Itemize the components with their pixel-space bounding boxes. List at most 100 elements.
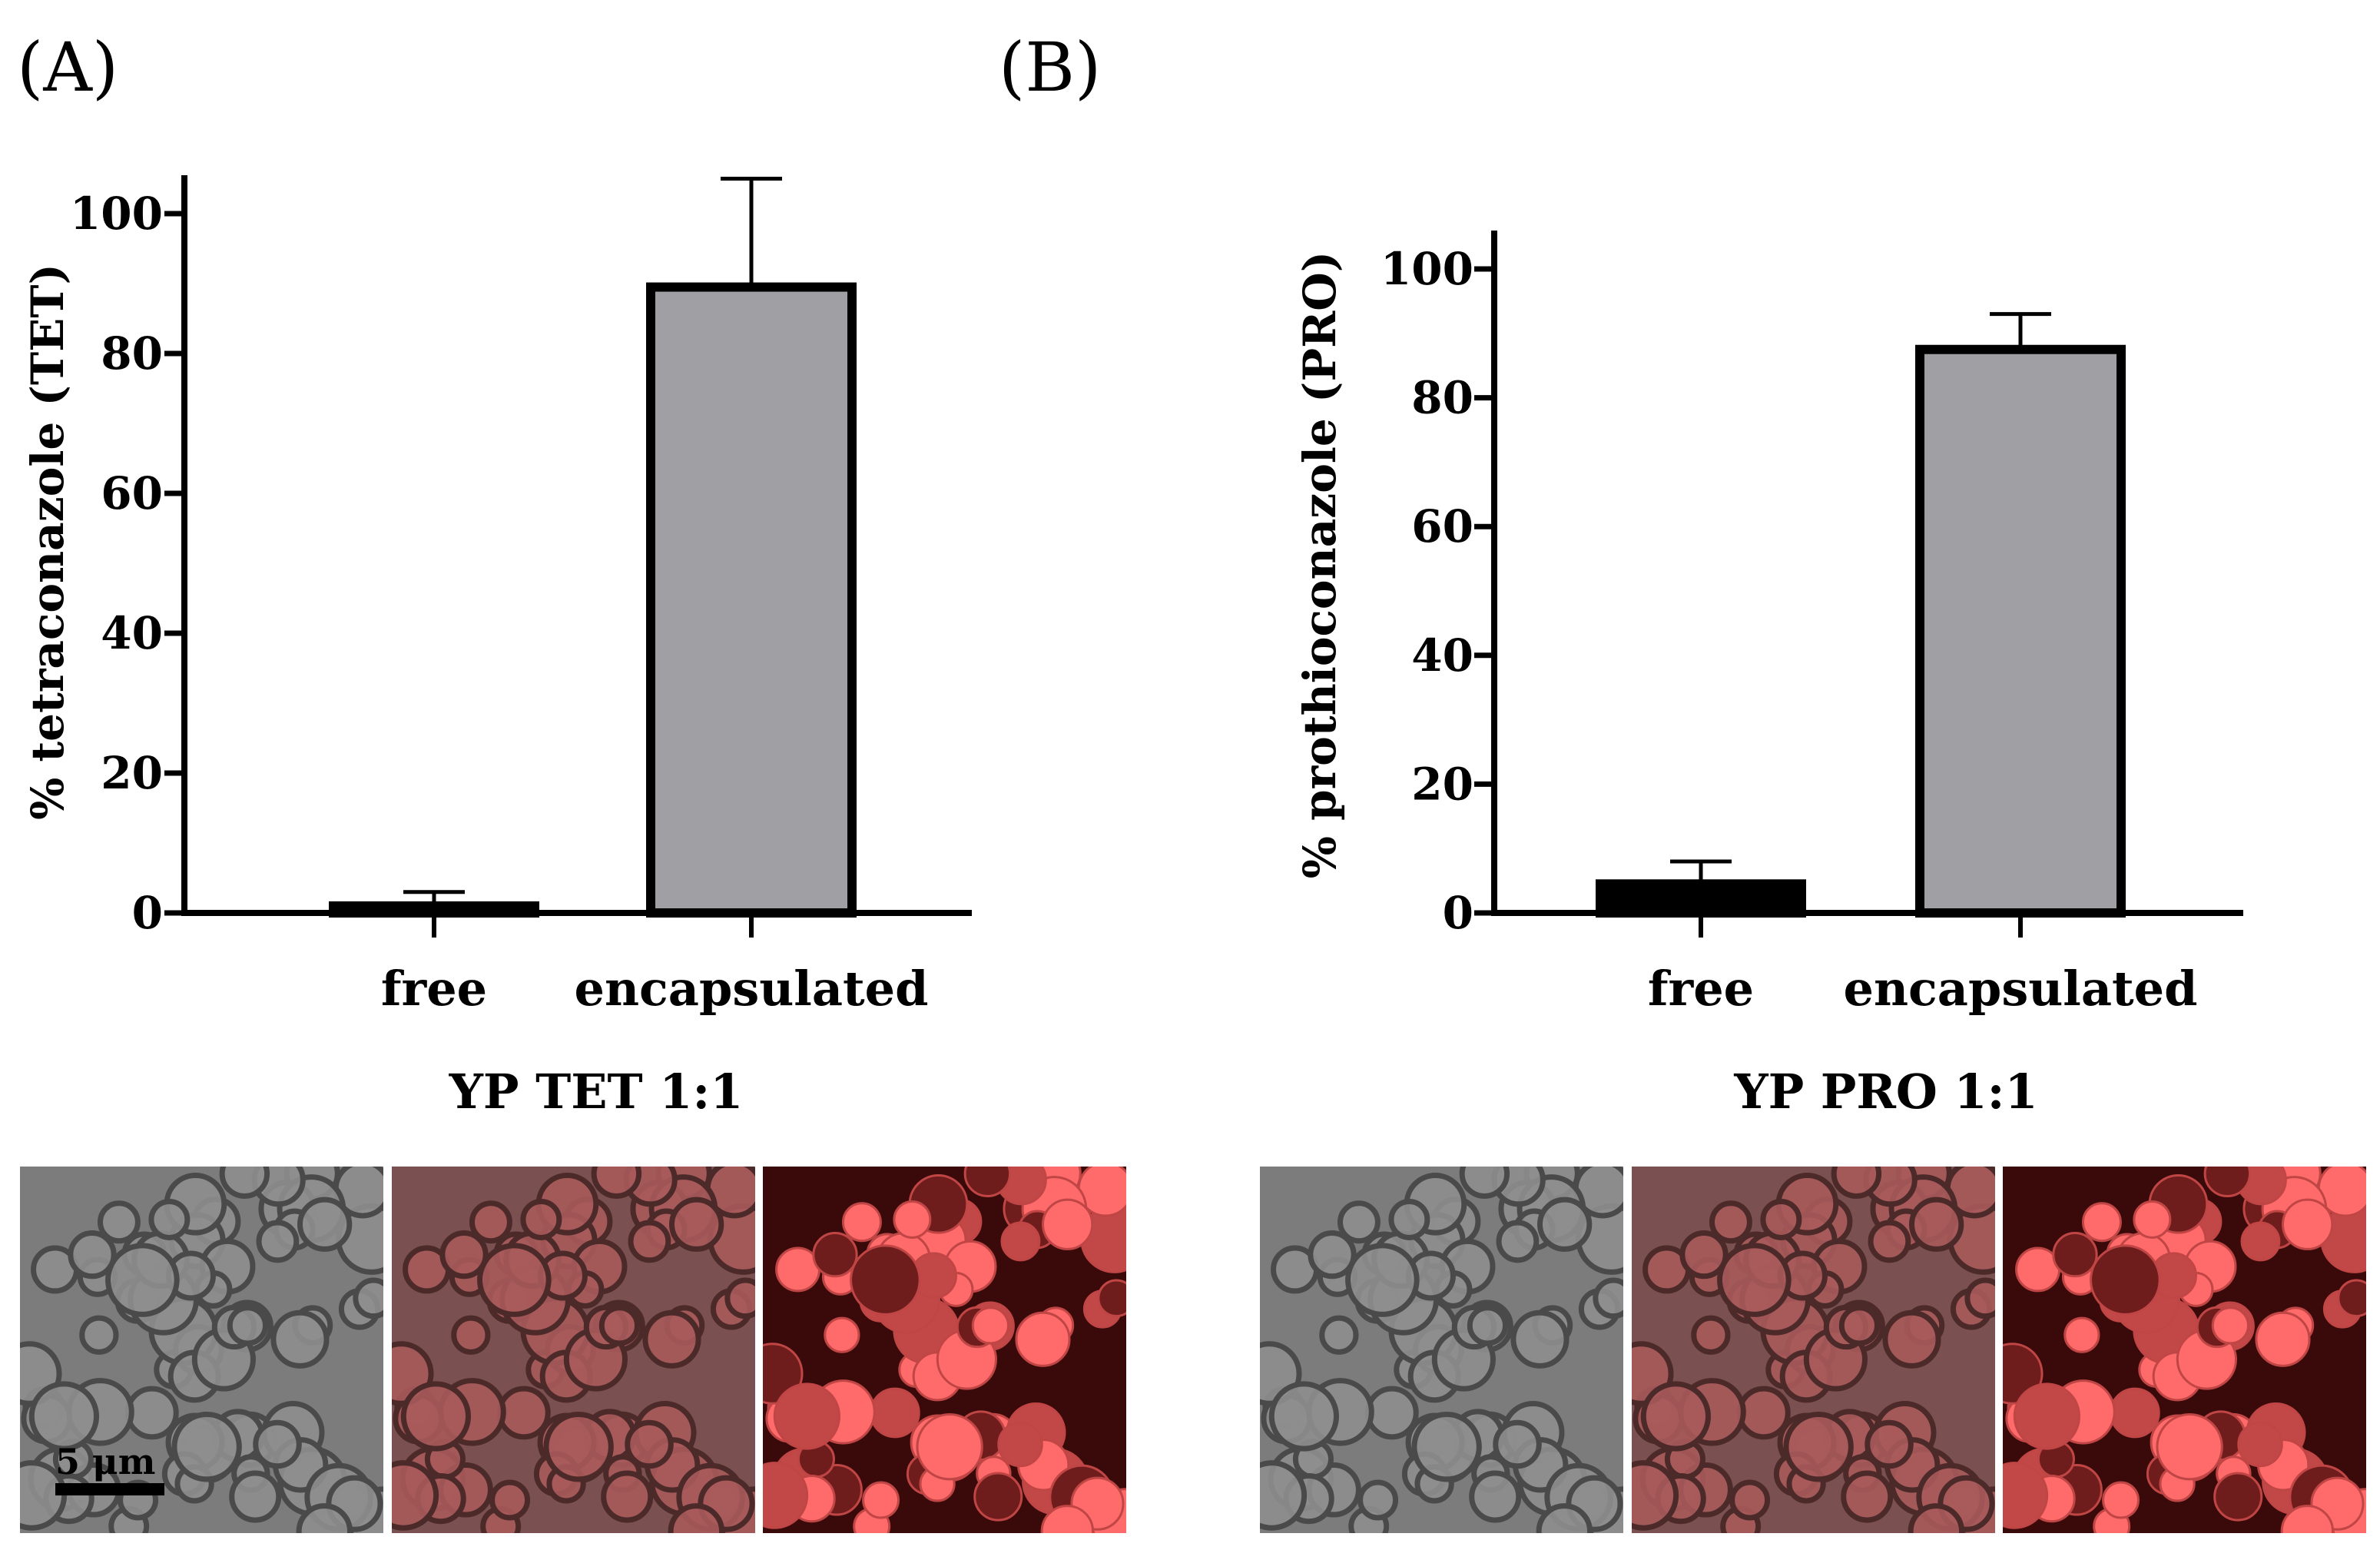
scale-bar: 5 μm <box>55 1441 164 1495</box>
cell <box>1908 1503 1965 1533</box>
cell <box>28 1381 99 1452</box>
chart-a-error-bars <box>403 177 782 906</box>
cell <box>1865 1419 1914 1469</box>
cell <box>963 1167 1012 1197</box>
cell <box>668 1197 724 1252</box>
micrograph-merged <box>392 1167 755 1533</box>
cell <box>724 1277 755 1319</box>
cell <box>971 1306 1010 1345</box>
cell <box>1831 1167 1882 1199</box>
y-tick-label: 60 <box>101 467 163 519</box>
cell <box>2337 1279 2366 1318</box>
cell <box>171 1412 242 1482</box>
cell <box>79 1315 119 1355</box>
y-tick-label: 100 <box>1381 243 1473 295</box>
cell <box>2133 1200 2172 1239</box>
cell <box>2203 1167 2252 1197</box>
cell <box>1964 1277 1995 1319</box>
cell <box>1760 1198 1802 1240</box>
panel-a-sample-label: YP TET 1:1 <box>449 1064 744 1120</box>
cell <box>1640 1381 1711 1452</box>
y-tick-label: 20 <box>1411 758 1473 810</box>
cell <box>1308 1230 1357 1279</box>
cell <box>773 1382 840 1450</box>
cell <box>893 1200 932 1239</box>
cell <box>1729 1479 1771 1521</box>
chart-a: % tetraconazole (TET) 0 20 40 60 80 100 free e… <box>22 175 972 1017</box>
y-tick-label: 20 <box>101 747 163 799</box>
cell <box>2211 1306 2250 1345</box>
cell <box>2156 1413 2223 1481</box>
cell <box>543 1412 614 1482</box>
x-tick-label-free: free <box>381 961 487 1017</box>
cell <box>1493 1419 1542 1469</box>
y-tick-label: 40 <box>101 607 163 659</box>
x-tick-label-encapsulated: encapsulated <box>575 961 929 1017</box>
micrograph-merged <box>1632 1167 1995 1533</box>
cell <box>148 1198 191 1240</box>
cell <box>353 1277 383 1319</box>
y-tick-label: 80 <box>1411 372 1473 424</box>
x-tick-label-encapsulated: encapsulated <box>1844 961 2198 1017</box>
cell <box>1632 1460 1679 1531</box>
cell <box>439 1230 489 1279</box>
cell <box>997 1421 1043 1468</box>
cell <box>97 1200 141 1244</box>
cell <box>1783 1412 1854 1482</box>
cell <box>1882 1309 1941 1369</box>
bar-encapsulated <box>646 282 857 918</box>
cell <box>841 1202 882 1243</box>
cell <box>469 1200 512 1244</box>
y-tick-label: 80 <box>101 327 163 380</box>
cell <box>2240 1221 2281 1262</box>
cell <box>869 1387 920 1439</box>
cell <box>862 1481 900 1519</box>
cell <box>850 1244 921 1316</box>
cell <box>2081 1202 2122 1243</box>
scale-bar-label: 5 μm <box>55 1441 155 1482</box>
cell <box>1459 1167 1510 1199</box>
cell <box>2003 1462 2049 1529</box>
x-tick-label-free: free <box>1648 961 1754 1017</box>
cell <box>520 1198 562 1240</box>
cell <box>1000 1221 1041 1262</box>
micrograph-fluorescence <box>2003 1167 2366 1533</box>
cell <box>1364 1386 1419 1440</box>
chart-b-bars <box>1596 344 2126 918</box>
cell <box>2255 1311 2311 1367</box>
cell <box>68 1230 117 1279</box>
panel-b-micrographs <box>1260 1167 2366 1533</box>
cell <box>1496 1220 1540 1263</box>
cell <box>625 1419 674 1469</box>
cell <box>1841 1470 1894 1523</box>
cell <box>253 1419 302 1469</box>
cell <box>1510 1309 1570 1369</box>
cell <box>124 1386 179 1440</box>
cell <box>105 1243 180 1317</box>
cell <box>1467 1305 1509 1346</box>
scale-bar-line <box>55 1483 164 1495</box>
micrograph-brightfield <box>20 1167 383 1533</box>
cell <box>668 1503 725 1533</box>
panel-b-sample-label: YP PRO 1:1 <box>1733 1064 2037 1120</box>
cell <box>2013 1382 2080 1450</box>
cell <box>1736 1386 1791 1440</box>
cell <box>763 1462 809 1529</box>
cell <box>392 1460 439 1531</box>
cell <box>1709 1200 1752 1244</box>
cell <box>1717 1243 1792 1317</box>
chart-b: % prothioconazole (PRO) 0 20 40 60 80 100 fre… <box>1294 231 2243 1017</box>
cell <box>1411 1412 1482 1482</box>
cell <box>1040 1505 1095 1533</box>
y-tick-label: 40 <box>1411 629 1473 682</box>
bar-encapsulated <box>1915 344 2126 918</box>
y-tick-label: 100 <box>70 188 163 240</box>
cell <box>2281 1198 2334 1250</box>
panel-a-micrographs <box>20 1167 1126 1533</box>
cell <box>824 1316 860 1353</box>
cell <box>451 1315 491 1355</box>
cell <box>1345 1243 1420 1317</box>
cell <box>642 1309 701 1369</box>
cell <box>2052 1232 2098 1278</box>
